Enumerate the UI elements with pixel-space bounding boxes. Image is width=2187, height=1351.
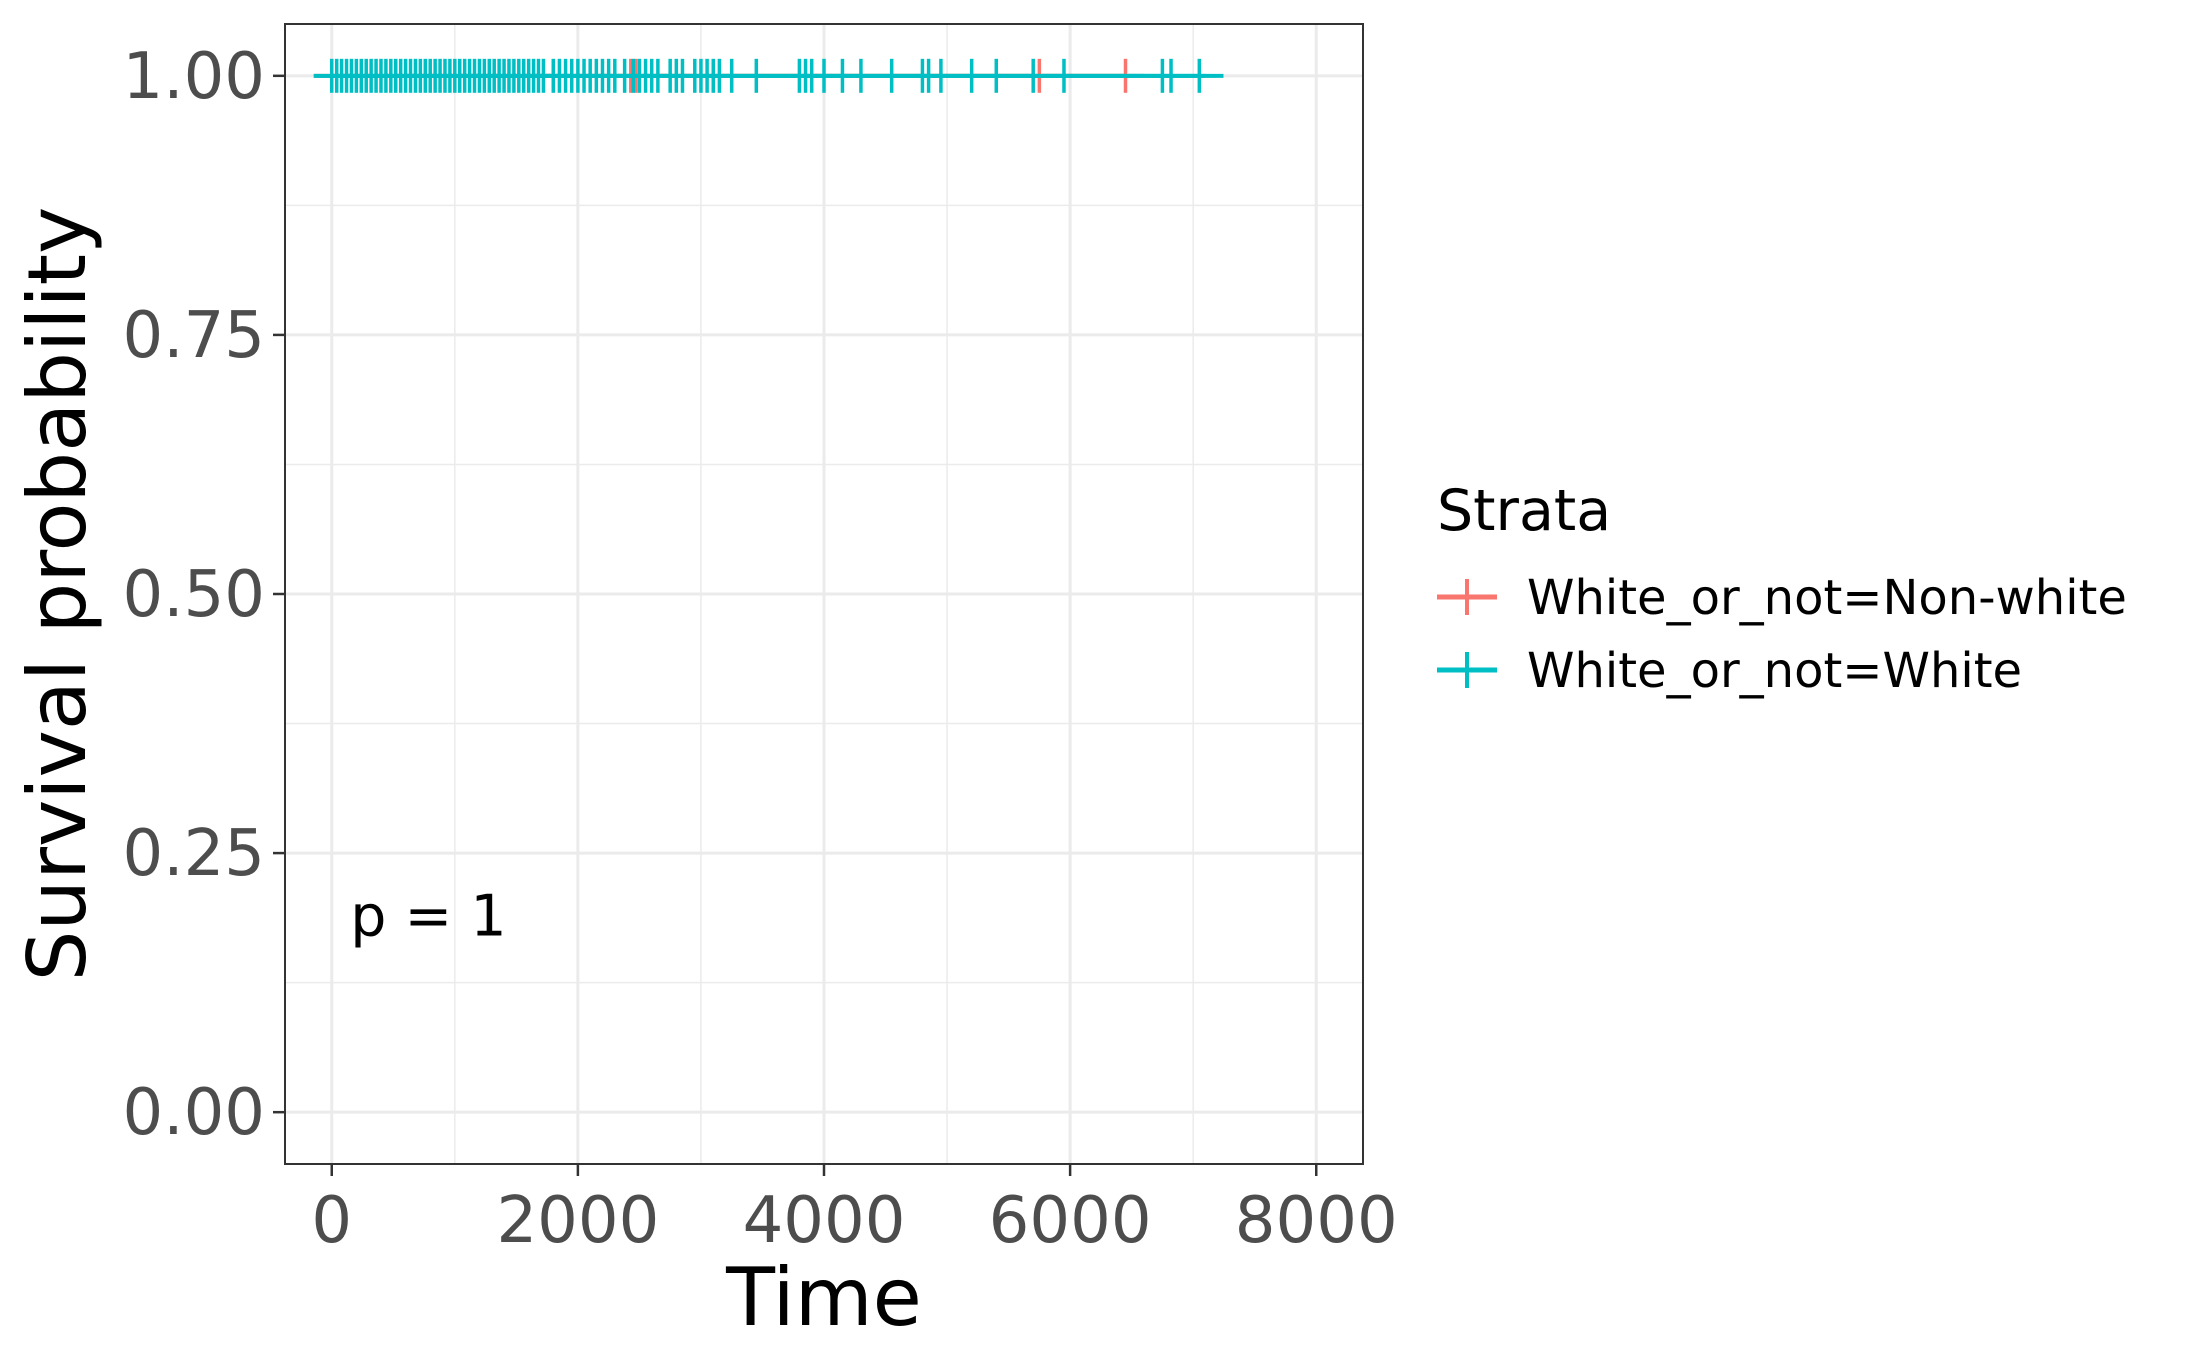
- y-tick-label: 0.75: [123, 299, 266, 373]
- x-tick-label: 2000: [496, 1184, 659, 1258]
- x-axis-title: Time: [725, 1251, 922, 1344]
- legend-key: [1437, 579, 1497, 615]
- y-tick-label: 1.00: [123, 40, 266, 114]
- legend-items: White_or_not=Non-white White_or_not=White: [1437, 570, 2127, 699]
- legend: Strata White_or_not=Non-whiteWhite_or_no…: [1437, 478, 2127, 699]
- legend-key: [1437, 652, 1497, 688]
- y-tick-label: 0.50: [123, 558, 266, 632]
- legend-label: White_or_not=Non-white: [1527, 570, 2127, 626]
- legend-label: White_or_not=White: [1527, 643, 2022, 699]
- x-tick-label: 6000: [989, 1184, 1152, 1258]
- x-tick-label: 0: [311, 1184, 352, 1258]
- series-white: [313, 58, 1224, 93]
- y-tick-label: 0.25: [123, 817, 266, 891]
- legend-title: Strata: [1437, 478, 1611, 544]
- survival-curves: [313, 58, 1224, 93]
- x-tick-label: 4000: [743, 1184, 906, 1258]
- axis-ticks: 0 2000 4000 6000 8000 0.00 0.25 0.50 0.75 1.00: [123, 40, 1398, 1258]
- p-value-annotation: p = 1: [350, 883, 506, 949]
- x-tick-label: 8000: [1235, 1184, 1398, 1258]
- y-axis-title: Survival probability: [11, 207, 104, 982]
- y-tick-label: 0.00: [123, 1076, 266, 1150]
